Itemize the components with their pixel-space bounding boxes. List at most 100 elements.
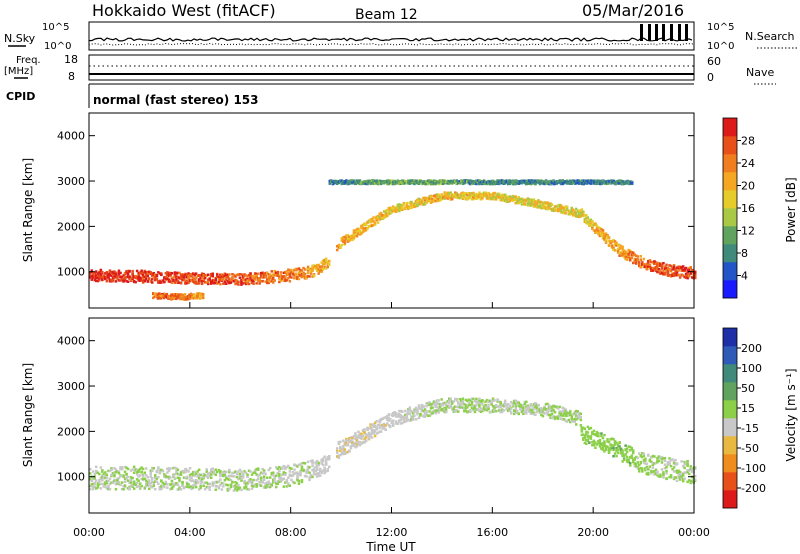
echo-cell-0 bbox=[146, 483, 149, 486]
echo-cell-1 bbox=[379, 430, 383, 433]
echo-cell-0 bbox=[290, 271, 293, 274]
echo-cell-4 bbox=[407, 179, 410, 183]
echo-cell-0 bbox=[291, 272, 295, 276]
echo-cell-1 bbox=[361, 434, 365, 438]
echo-cell-2 bbox=[598, 438, 602, 442]
echo-cell-3 bbox=[677, 273, 680, 277]
echo-cell-2 bbox=[513, 198, 516, 202]
echo-cell-1 bbox=[579, 418, 583, 422]
echo-cell-0 bbox=[187, 483, 190, 486]
echo-cell-0 bbox=[252, 471, 255, 474]
echo-cell-2 bbox=[361, 223, 365, 227]
echo-cell-1 bbox=[363, 432, 366, 435]
echo-cell-4 bbox=[358, 179, 362, 182]
echo-cell-0 bbox=[151, 480, 154, 483]
echo-cell-1 bbox=[461, 406, 465, 409]
echo-cell-1 bbox=[363, 441, 366, 444]
echo-cell-4 bbox=[599, 182, 602, 185]
echo-cell-4 bbox=[511, 181, 514, 185]
echo-cell-0 bbox=[211, 471, 214, 474]
echo-cell-0 bbox=[253, 272, 257, 275]
echo-cell-0 bbox=[244, 471, 248, 475]
echo-cell-0 bbox=[137, 469, 140, 472]
echo-cell-0 bbox=[225, 282, 228, 285]
echo-cell-2 bbox=[663, 459, 667, 462]
echo-cell-2 bbox=[461, 196, 465, 199]
echo-cell-2 bbox=[586, 439, 590, 443]
echo-cell-0 bbox=[92, 470, 95, 473]
echo-cell-2 bbox=[346, 238, 350, 242]
echo-cell-1 bbox=[378, 419, 381, 422]
echo-cell-1 bbox=[499, 408, 502, 412]
echo-cell-1 bbox=[428, 403, 431, 407]
echo-cell-2 bbox=[601, 442, 605, 445]
echo-cell-1 bbox=[416, 411, 419, 414]
echo-cell-1 bbox=[449, 405, 452, 409]
echo-cell-1 bbox=[485, 409, 489, 412]
echo-cell-4 bbox=[469, 179, 472, 182]
echo-cell-0 bbox=[129, 481, 133, 484]
echo-cell-1 bbox=[443, 408, 446, 411]
echo-cell-2 bbox=[469, 192, 472, 195]
echo-cell-0 bbox=[244, 482, 248, 485]
echo-cell-2 bbox=[609, 448, 612, 451]
echo-cell-0 bbox=[273, 269, 276, 273]
echo-cell-1 bbox=[339, 445, 342, 449]
echo-cell-4 bbox=[346, 180, 350, 183]
echo-cell-0 bbox=[293, 276, 296, 280]
echo-cell-2 bbox=[454, 191, 457, 194]
echo-cell-0 bbox=[217, 275, 221, 279]
echo-cell-0 bbox=[250, 279, 254, 282]
echo-cell-0 bbox=[173, 275, 177, 278]
echo-cell-0 bbox=[320, 269, 323, 272]
echo-cell-1 bbox=[469, 403, 472, 407]
echo-cell-1 bbox=[487, 406, 490, 409]
echo-cell-1 bbox=[345, 451, 348, 455]
echo-cell-0 bbox=[128, 487, 131, 490]
echo-cell-2 bbox=[540, 205, 543, 208]
echo-cell-2 bbox=[582, 437, 585, 440]
echo-cell-1 bbox=[467, 401, 471, 405]
echo-cell-2 bbox=[358, 230, 362, 233]
echo-cell-1 bbox=[164, 293, 167, 296]
echo-cell-2 bbox=[337, 243, 341, 247]
echo-cell-0 bbox=[105, 275, 109, 278]
echo-cell-0 bbox=[217, 469, 221, 472]
echo-cell-4 bbox=[408, 182, 412, 185]
echo-cell-4 bbox=[389, 181, 392, 184]
echo-cell-4 bbox=[602, 180, 605, 183]
echo-cell-4 bbox=[611, 180, 614, 184]
echo-cell-2 bbox=[432, 194, 436, 198]
echo-cell-1 bbox=[531, 405, 534, 408]
echo-cell-3 bbox=[691, 276, 694, 279]
echo-cell-0 bbox=[312, 264, 316, 267]
echo-cell-0 bbox=[300, 480, 304, 484]
echo-cell-1 bbox=[342, 452, 345, 456]
echo-cell-1 bbox=[435, 402, 439, 405]
echo-cell-4 bbox=[631, 181, 634, 185]
echo-cell-4 bbox=[575, 182, 578, 185]
echo-cell-2 bbox=[425, 197, 428, 201]
echo-cell-0 bbox=[253, 278, 257, 281]
echo-cell-4 bbox=[534, 179, 537, 182]
nave-tick-high: 60 bbox=[707, 55, 721, 68]
echo-cell-0 bbox=[225, 483, 228, 486]
nsky-spike bbox=[678, 24, 681, 41]
echo-cell-0 bbox=[132, 280, 136, 284]
echo-cell-4 bbox=[588, 182, 592, 185]
echo-cell-1 bbox=[372, 423, 375, 426]
echo-cell-1 bbox=[352, 444, 356, 447]
echo-cell-0 bbox=[138, 482, 142, 485]
echo-cell-4 bbox=[490, 179, 493, 183]
echo-cell-2 bbox=[425, 201, 428, 205]
echo-cell-2 bbox=[511, 199, 514, 202]
echo-cell-0 bbox=[315, 459, 319, 463]
echo-cell-4 bbox=[457, 180, 460, 183]
echo-cell-0 bbox=[229, 478, 233, 482]
echo-cell-2 bbox=[583, 441, 587, 445]
echo-cell-2 bbox=[490, 196, 493, 200]
echo-cell-0 bbox=[145, 275, 148, 278]
echo-cell-1 bbox=[375, 432, 378, 435]
echo-cell-1 bbox=[177, 295, 181, 299]
echo-cell-3 bbox=[586, 220, 590, 224]
